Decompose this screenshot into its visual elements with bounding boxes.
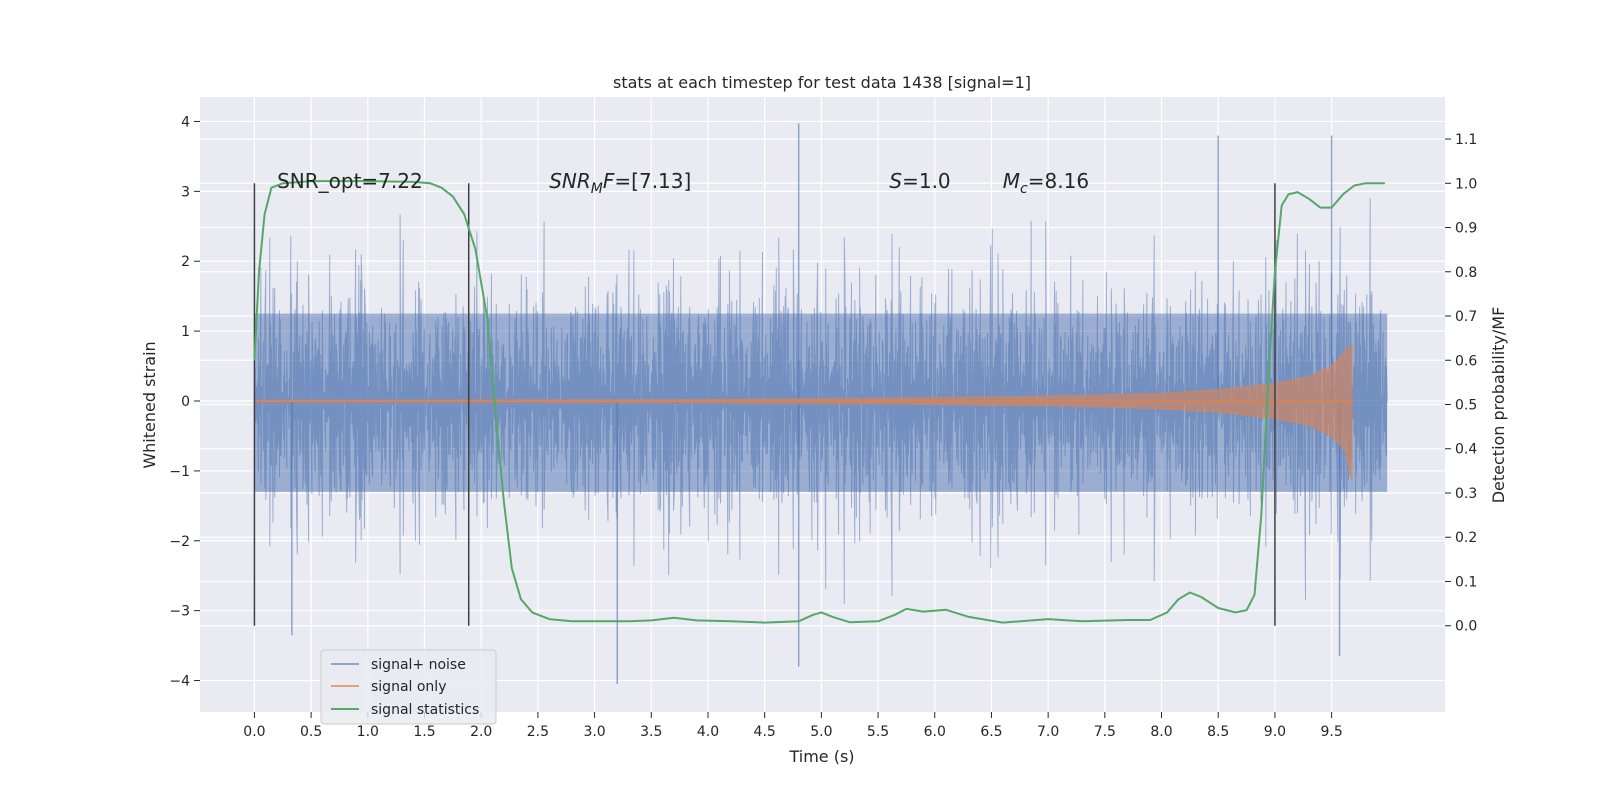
x-tick-label: 8.5 <box>1207 724 1229 740</box>
vertical-markers <box>253 183 1276 626</box>
y-tick-label-left: −3 <box>169 604 190 620</box>
y-tick-label-left: 0 <box>181 394 190 410</box>
chart-title: stats at each timestep for test data 143… <box>613 73 1031 92</box>
y-tick-label-right: 0.8 <box>1455 265 1477 281</box>
bottom-axis: 0.0 0.5 1.0 1.5 2.0 2.5 3.0 3.5 4.0 4.5 5.0 5.5 6.0 6… <box>243 712 1343 740</box>
x-tick-label: 0.0 <box>243 724 265 740</box>
x-tick-label: 2.5 <box>527 724 549 740</box>
annotation: SNRMF=[7.13] <box>549 169 691 197</box>
legend-label-statistics: signal statistics <box>371 702 479 718</box>
x-tick-label: 5.5 <box>867 724 889 740</box>
x-tick-label: 2.0 <box>470 724 492 740</box>
y-tick-label-right: 0.2 <box>1455 530 1477 546</box>
y-tick-label-right: 0.1 <box>1455 574 1477 590</box>
x-tick-label: 8.0 <box>1150 724 1172 740</box>
y-tick-label-right: 0.0 <box>1455 619 1477 635</box>
signal-envelope <box>253 344 1353 482</box>
y-tick-label-right: 1.1 <box>1455 132 1477 148</box>
y-tick-label-right: 1.0 <box>1455 176 1477 192</box>
y-tick-label-left: 1 <box>181 324 190 340</box>
y-tick-label-left: −2 <box>169 534 190 550</box>
annotation: Mc=8.16 <box>1003 169 1089 197</box>
y-tick-label-right: 0.4 <box>1455 442 1477 458</box>
x-tick-label: 3.5 <box>640 724 662 740</box>
x-tick-label: 0.5 <box>300 724 322 740</box>
left-axis: 4 3 2 1 0 −1 −2 −3 −4 <box>169 114 200 690</box>
y-tick-label-left: −1 <box>169 464 190 480</box>
y-tick-label-left: −4 <box>169 674 190 690</box>
x-tick-label: 9.0 <box>1264 724 1286 740</box>
legend-label-noise: signal+ noise <box>371 657 466 673</box>
x-tick-label: 6.0 <box>924 724 946 740</box>
annotations: SNR_opt=7.22 SNRMF=[7.13] S=1.0 Mc=8.16 <box>277 169 1089 197</box>
y-tick-label-left: 4 <box>181 114 190 130</box>
x-tick-label: 4.0 <box>697 724 719 740</box>
statistics-line <box>253 180 1385 624</box>
right-axis: 1.1 1.0 0.9 0.8 0.7 0.6 0.5 0.4 0.3 0.2 0.1 0.0 <box>1445 132 1477 635</box>
x-tick-label: 6.5 <box>980 724 1002 740</box>
x-tick-label: 1.0 <box>357 724 379 740</box>
series-signal-statistics <box>253 180 1385 624</box>
legend: signal+ noise signal only signal statist… <box>320 649 497 725</box>
y-tick-label-left: 2 <box>181 254 190 270</box>
y-tick-label-right: 0.6 <box>1455 353 1477 369</box>
legend-box <box>320 649 497 725</box>
x-tick-label: 9.5 <box>1320 724 1342 740</box>
x-tick-label: 3.0 <box>583 724 605 740</box>
annotation: S=1.0 <box>889 169 950 193</box>
series-signal-only <box>253 344 1353 482</box>
x-axis-title: Time (s) <box>788 747 854 766</box>
y-axis-right-title: Detection probability/MF <box>1489 307 1508 504</box>
annotation: SNR_opt=7.22 <box>277 169 423 193</box>
x-tick-label: 7.0 <box>1037 724 1059 740</box>
legend-label-signal: signal only <box>371 679 446 695</box>
y-tick-label-right: 0.5 <box>1455 398 1477 414</box>
y-tick-label-right: 0.7 <box>1455 309 1477 325</box>
x-tick-label: 5.0 <box>810 724 832 740</box>
noise-trace <box>253 198 1388 604</box>
y-axis-left-title: Whitened strain <box>140 341 159 468</box>
x-tick-label: 1.5 <box>413 724 435 740</box>
y-tick-label-right: 0.9 <box>1455 221 1477 237</box>
y-tick-label-right: 0.3 <box>1455 486 1477 502</box>
x-tick-label: 4.5 <box>754 724 776 740</box>
y-tick-label-left: 3 <box>181 184 190 200</box>
x-tick-label: 7.5 <box>1094 724 1116 740</box>
